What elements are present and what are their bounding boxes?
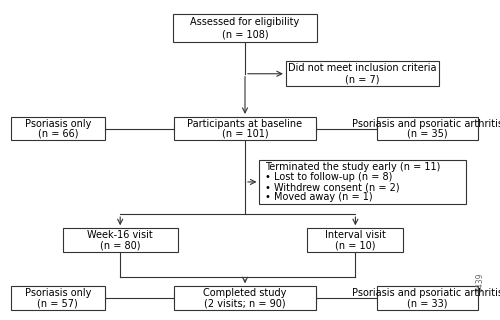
FancyBboxPatch shape [62, 228, 178, 252]
Text: Psoriasis only: Psoriasis only [24, 288, 91, 298]
Text: (n = 80): (n = 80) [100, 240, 140, 250]
Text: Psoriasis and psoriatic arthritis: Psoriasis and psoriatic arthritis [352, 118, 500, 129]
Text: (n = 66): (n = 66) [38, 129, 78, 139]
Text: (n = 7): (n = 7) [346, 74, 380, 84]
FancyBboxPatch shape [286, 61, 440, 86]
Text: Psoriasis only: Psoriasis only [24, 118, 91, 129]
FancyBboxPatch shape [308, 228, 404, 252]
Text: Terminated the study early (n = 11): Terminated the study early (n = 11) [265, 162, 440, 172]
Text: (2 visits; n = 90): (2 visits; n = 90) [204, 298, 286, 308]
Text: (n = 35): (n = 35) [407, 129, 448, 139]
Text: (n = 57): (n = 57) [38, 298, 78, 308]
Text: Week-16 visit: Week-16 visit [88, 230, 153, 240]
Text: (n = 108): (n = 108) [222, 29, 268, 39]
Text: • Moved away (n = 1): • Moved away (n = 1) [265, 192, 373, 202]
Text: (n = 10): (n = 10) [335, 240, 376, 250]
Text: Completed study: Completed study [204, 288, 286, 298]
Text: Interval visit: Interval visit [325, 230, 386, 240]
Text: Assessed for eligibility: Assessed for eligibility [190, 17, 300, 27]
Text: • Withdrew consent (n = 2): • Withdrew consent (n = 2) [265, 182, 400, 192]
FancyBboxPatch shape [174, 286, 316, 310]
FancyBboxPatch shape [11, 286, 104, 310]
Text: Psoriasis and psoriatic arthritis: Psoriasis and psoriatic arthritis [352, 288, 500, 298]
Text: Did not meet inclusion criteria: Did not meet inclusion criteria [288, 63, 437, 73]
Text: (n = 101): (n = 101) [222, 129, 268, 139]
FancyBboxPatch shape [11, 117, 104, 140]
FancyBboxPatch shape [260, 160, 466, 204]
FancyBboxPatch shape [173, 14, 317, 42]
Text: (n = 33): (n = 33) [407, 298, 448, 308]
Text: 0439: 0439 [475, 272, 484, 292]
Text: Participants at baseline: Participants at baseline [188, 118, 302, 129]
FancyBboxPatch shape [377, 117, 478, 140]
FancyBboxPatch shape [377, 286, 478, 310]
Text: • Lost to follow-up (n = 8): • Lost to follow-up (n = 8) [265, 172, 392, 182]
FancyBboxPatch shape [174, 117, 316, 140]
